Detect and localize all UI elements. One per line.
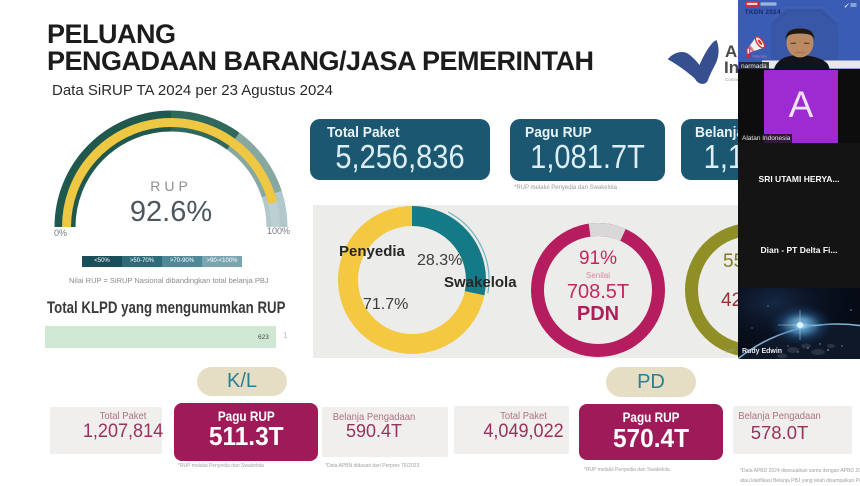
svg-text:TKDN 2024: TKDN 2024 — [745, 9, 781, 16]
svg-text:TKDN 2024: TKDN 2024 — [752, 55, 767, 59]
